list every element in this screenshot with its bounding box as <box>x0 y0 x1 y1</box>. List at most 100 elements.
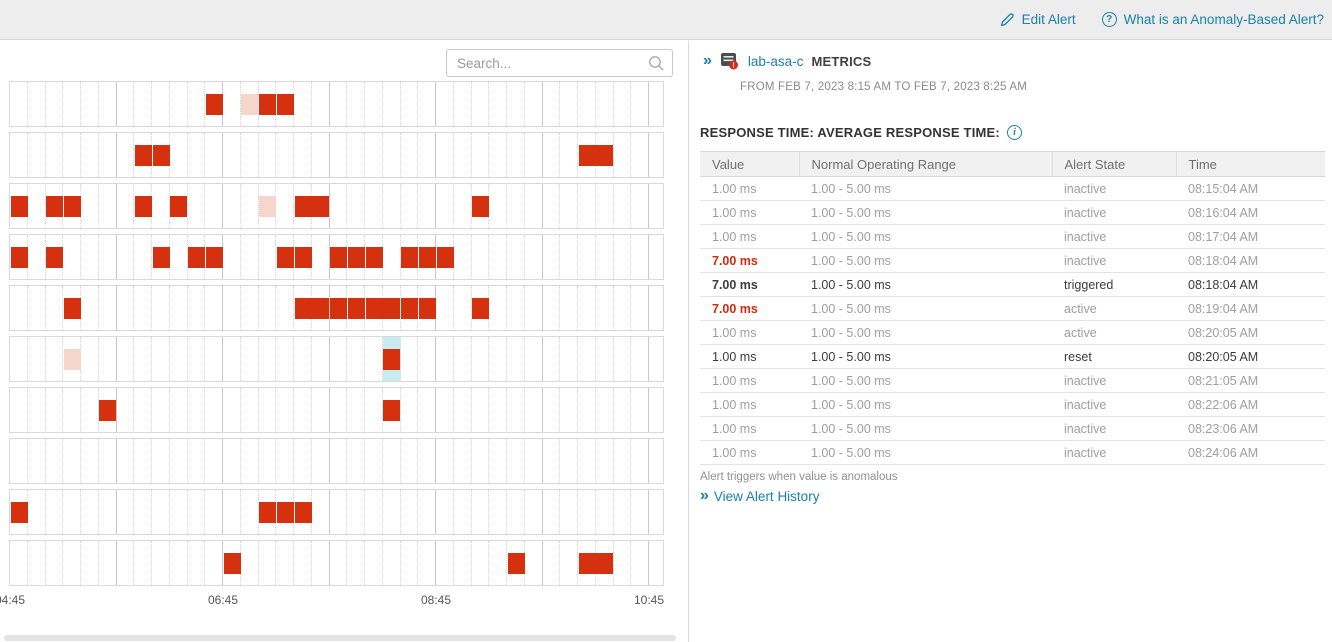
anomaly-mark[interactable] <box>365 298 383 319</box>
heatmap-cell[interactable] <box>276 286 294 330</box>
heatmap-cell[interactable] <box>436 82 454 126</box>
heatmap-cell[interactable] <box>507 388 525 432</box>
heatmap-cell[interactable] <box>578 184 596 228</box>
heatmap-cell[interactable] <box>46 541 64 585</box>
heatmap-cell[interactable] <box>596 490 614 534</box>
heatmap-cell[interactable] <box>294 133 312 177</box>
anomaly-mark[interactable] <box>507 553 525 574</box>
view-alert-history-link[interactable]: » View Alert History <box>700 488 819 504</box>
heatmap-cell[interactable] <box>81 439 99 483</box>
heatmap-cell[interactable] <box>81 337 99 381</box>
heatmap-cell[interactable] <box>223 184 241 228</box>
anomaly-mark[interactable] <box>63 298 81 319</box>
heatmap-cell[interactable] <box>152 184 170 228</box>
anomaly-mark[interactable] <box>312 298 330 319</box>
heatmap-cell[interactable] <box>223 490 241 534</box>
heatmap-cell[interactable] <box>152 82 170 126</box>
anomaly-mark[interactable] <box>347 298 365 319</box>
heatmap-cell[interactable] <box>223 82 241 126</box>
heatmap-lane[interactable] <box>9 183 664 229</box>
heatmap-cell[interactable] <box>596 82 614 126</box>
heatmap-cell[interactable] <box>631 82 649 126</box>
heatmap-cell[interactable] <box>223 439 241 483</box>
heatmap-cell[interactable] <box>418 388 436 432</box>
help-link[interactable]: ? What is an Anomaly-Based Alert? <box>1101 12 1324 27</box>
heatmap-cell[interactable] <box>578 337 596 381</box>
anomaly-mark[interactable] <box>418 247 436 268</box>
heatmap-cell[interactable] <box>223 337 241 381</box>
heatmap-cell[interactable] <box>436 388 454 432</box>
heatmap-cell[interactable] <box>631 541 649 585</box>
heatmap-cell[interactable] <box>578 490 596 534</box>
heatmap-cell[interactable] <box>365 388 383 432</box>
anomaly-mark[interactable] <box>578 145 596 166</box>
heatmap-cell[interactable] <box>472 541 490 585</box>
heatmap-cell[interactable] <box>614 541 632 585</box>
heatmap-cell[interactable] <box>241 133 259 177</box>
heatmap-cell[interactable] <box>205 184 223 228</box>
heatmap-cell[interactable] <box>489 82 507 126</box>
heatmap-cell[interactable] <box>560 286 578 330</box>
anomaly-mark[interactable] <box>365 247 383 268</box>
heatmap-cell[interactable] <box>543 439 561 483</box>
heatmap-cell[interactable] <box>525 82 543 126</box>
heatmap-cell[interactable] <box>223 133 241 177</box>
heatmap-cell[interactable] <box>525 286 543 330</box>
heatmap-cell[interactable] <box>241 490 259 534</box>
heatmap-cell[interactable] <box>472 133 490 177</box>
heatmap-lane[interactable] <box>9 336 664 382</box>
heatmap-cell[interactable] <box>99 337 117 381</box>
anomaly-mark[interactable] <box>170 196 188 217</box>
heatmap-cell[interactable] <box>170 388 188 432</box>
heatmap-cell[interactable] <box>28 541 46 585</box>
heatmap-cell[interactable] <box>134 439 152 483</box>
heatmap-cell[interactable] <box>134 82 152 126</box>
heatmap-cell[interactable] <box>117 439 135 483</box>
heatmap-cell[interactable] <box>117 541 135 585</box>
heatmap-cell[interactable] <box>99 541 117 585</box>
heatmap-cell[interactable] <box>152 541 170 585</box>
heatmap-cell[interactable] <box>649 541 663 585</box>
heatmap-cell[interactable] <box>188 490 206 534</box>
heatmap-cell[interactable] <box>489 235 507 279</box>
heatmap-cell[interactable] <box>560 388 578 432</box>
heatmap-cell[interactable] <box>330 184 348 228</box>
heatmap-cell[interactable] <box>276 541 294 585</box>
heatmap-cell[interactable] <box>365 337 383 381</box>
faded-anomaly-mark[interactable] <box>63 349 81 370</box>
heatmap-cell[interactable] <box>276 184 294 228</box>
heatmap-cell[interactable] <box>117 184 135 228</box>
heatmap-cell[interactable] <box>347 439 365 483</box>
heatmap-cell[interactable] <box>347 337 365 381</box>
heatmap-cell[interactable] <box>507 235 525 279</box>
heatmap-cell[interactable] <box>10 439 28 483</box>
heatmap-cell[interactable] <box>170 337 188 381</box>
heatmap-cell[interactable] <box>134 388 152 432</box>
heatmap-cell[interactable] <box>614 388 632 432</box>
heatmap-cell[interactable] <box>631 133 649 177</box>
anomaly-mark[interactable] <box>294 298 312 319</box>
heatmap-cell[interactable] <box>560 439 578 483</box>
heatmap-cell[interactable] <box>10 133 28 177</box>
heatmap-cell[interactable] <box>347 133 365 177</box>
heatmap-cell[interactable] <box>436 133 454 177</box>
heatmap-cell[interactable] <box>188 388 206 432</box>
heatmap-lane[interactable] <box>9 438 664 484</box>
heatmap-cell[interactable] <box>330 337 348 381</box>
heatmap-cell[interactable] <box>365 439 383 483</box>
anomaly-mark[interactable] <box>152 247 170 268</box>
heatmap-cell[interactable] <box>596 184 614 228</box>
anomaly-mark[interactable] <box>259 502 276 523</box>
anomaly-mark[interactable] <box>188 247 205 268</box>
heatmap-cell[interactable] <box>63 490 81 534</box>
heatmap-cell[interactable] <box>312 82 330 126</box>
heatmap-cell[interactable] <box>99 184 117 228</box>
heatmap-cell[interactable] <box>560 541 578 585</box>
heatmap-cell[interactable] <box>276 388 294 432</box>
heatmap-cell[interactable] <box>152 439 170 483</box>
anomaly-mark[interactable] <box>63 196 81 217</box>
heatmap-cell[interactable] <box>188 133 206 177</box>
heatmap-cell[interactable] <box>507 490 525 534</box>
heatmap-cell[interactable] <box>454 184 472 228</box>
heatmap-cell[interactable] <box>347 490 365 534</box>
